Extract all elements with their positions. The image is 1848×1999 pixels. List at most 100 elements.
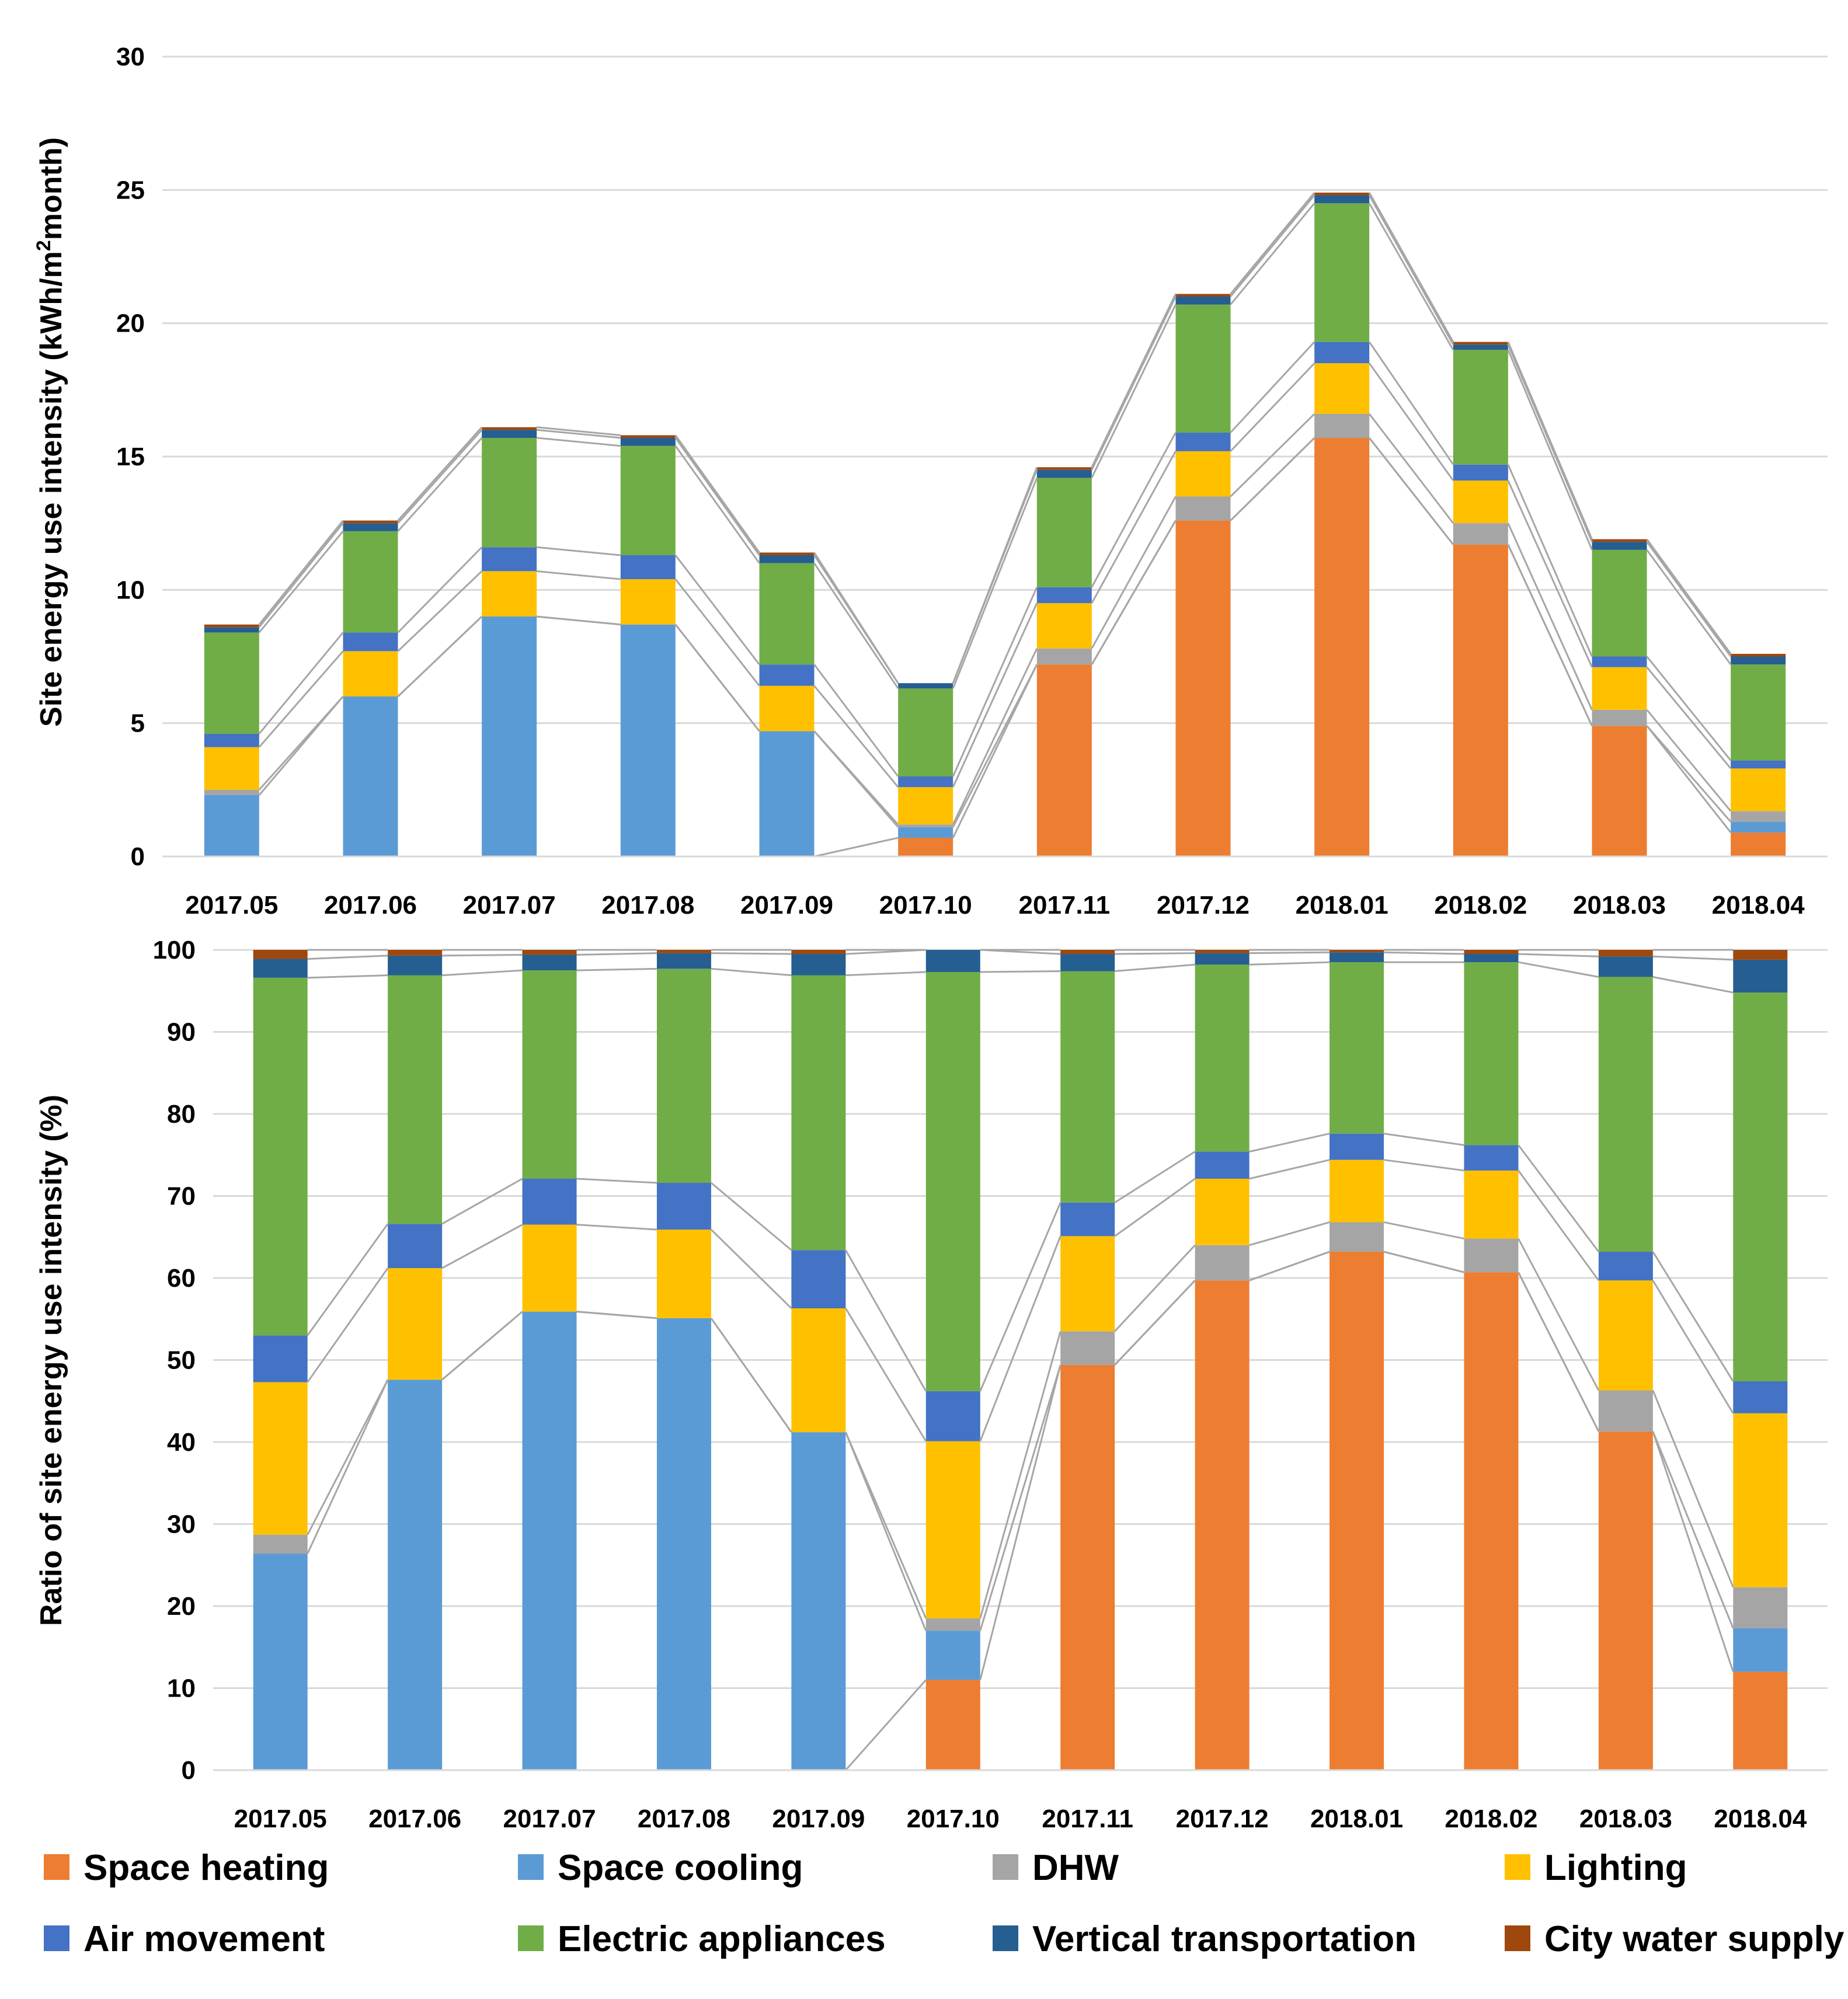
bottom-series-line-electric-appliances bbox=[845, 971, 926, 977]
bottom-x-tick-label: 2017.10 bbox=[907, 1805, 1000, 1833]
bottom-bar-city-water-supply bbox=[1195, 950, 1250, 953]
bottom-bar-air-movement bbox=[253, 1335, 308, 1382]
bottom-series-line-air-movement bbox=[979, 1202, 1062, 1392]
bottom-bar-lighting bbox=[791, 1308, 846, 1433]
top-series-line-city-water-supply bbox=[397, 426, 483, 521]
bottom-x-tick-label: 2017.08 bbox=[638, 1805, 730, 1833]
bottom-series-line-air-movement bbox=[1518, 1144, 1600, 1252]
top-bar-air-movement bbox=[1592, 656, 1647, 667]
top-series-line-city-water-supply bbox=[1230, 191, 1315, 295]
bottom-bar-lighting bbox=[925, 1441, 980, 1619]
bottom-series-line-vertical-transportation bbox=[1518, 953, 1599, 957]
bottom-series-line-dhw bbox=[441, 1311, 523, 1381]
bottom-series-line-lighting bbox=[1249, 1159, 1330, 1180]
top-bar-city-water-supply bbox=[620, 435, 676, 438]
top-series-line-vertical-transportation bbox=[1507, 344, 1593, 542]
bottom-series-line-air-movement bbox=[576, 1178, 657, 1184]
top-x-tick-label: 2018.04 bbox=[1712, 891, 1805, 920]
top-y-tick-label: 0 bbox=[131, 842, 145, 871]
legend-label-air-movement: Air movement bbox=[83, 1919, 325, 1959]
top-x-tick-label: 2017.09 bbox=[740, 891, 833, 920]
bottom-y-tick-label: 50 bbox=[167, 1346, 196, 1375]
top-series-line-electric-appliances bbox=[1368, 203, 1454, 351]
top-bar-space-cooling bbox=[1731, 821, 1786, 833]
bottom-series-line-vertical-transportation bbox=[307, 955, 388, 960]
top-bar-space-cooling bbox=[204, 795, 259, 856]
bottom-series-line-dhw bbox=[1383, 1221, 1464, 1240]
bottom-y-tick-label: 80 bbox=[167, 1100, 196, 1129]
bottom-bar-air-movement bbox=[656, 1183, 711, 1230]
top-series-line-space-cooling bbox=[1091, 520, 1177, 665]
bottom-series-line-lighting bbox=[845, 1308, 927, 1442]
bottom-series-line-lighting bbox=[1383, 1159, 1464, 1172]
top-bar-electric-appliances bbox=[1175, 304, 1231, 433]
bottom-series-line-electric-appliances bbox=[307, 974, 388, 979]
top-series-line-space-cooling bbox=[1507, 544, 1593, 726]
top-series-line-dhw bbox=[1507, 523, 1593, 711]
bottom-bar-vertical-transportation bbox=[388, 955, 443, 976]
bottom-series-line-lighting bbox=[979, 1235, 1062, 1442]
bottom-series-line-vertical-transportation bbox=[711, 952, 792, 955]
bottom-bar-electric-appliances bbox=[1195, 964, 1250, 1152]
legend-swatch-city-water-supply bbox=[1505, 1925, 1530, 1951]
top-series-line-city-water-supply bbox=[1507, 342, 1593, 540]
bottom-x-tick-label: 2018.01 bbox=[1310, 1805, 1403, 1833]
top-bar-electric-appliances bbox=[1314, 203, 1370, 342]
bottom-series-line-electric-appliances bbox=[711, 967, 792, 977]
top-series-line-lighting bbox=[813, 685, 899, 788]
bottom-bar-space-heating bbox=[1060, 1364, 1115, 1770]
top-series-line-dhw bbox=[952, 648, 1038, 825]
top-series-line-electric-appliances bbox=[674, 445, 760, 564]
top-bar-air-movement bbox=[1731, 760, 1786, 769]
bottom-bar-city-water-supply bbox=[522, 950, 577, 955]
bottom-series-line-space-cooling bbox=[1383, 1251, 1464, 1273]
top-bar-city-water-supply bbox=[1592, 539, 1647, 542]
top-bar-lighting bbox=[204, 747, 259, 790]
bottom-series-line-space-cooling bbox=[1652, 1431, 1734, 1629]
top-bar-air-movement bbox=[1453, 464, 1508, 481]
bottom-series-line-electric-appliances bbox=[1652, 976, 1734, 994]
top-bar-lighting bbox=[1731, 768, 1786, 812]
top-bar-space-heating bbox=[1731, 832, 1786, 856]
bottom-series-line-dhw bbox=[1114, 1244, 1196, 1332]
legend-swatch-air-movement bbox=[44, 1925, 69, 1951]
top-bar-dhw bbox=[1731, 811, 1786, 822]
bottom-bar-dhw bbox=[1195, 1245, 1250, 1281]
top-bar-lighting bbox=[1036, 603, 1092, 649]
bottom-bar-space-heating bbox=[1464, 1272, 1519, 1770]
bottom-bar-electric-appliances bbox=[656, 969, 711, 1183]
bottom-bar-electric-appliances bbox=[253, 977, 308, 1336]
top-series-line-dhw bbox=[258, 695, 344, 790]
bottom-y-tick-label: 40 bbox=[167, 1428, 196, 1457]
bottom-series-line-electric-appliances bbox=[1115, 963, 1195, 973]
bottom-series-line-air-movement bbox=[1383, 1133, 1464, 1146]
top-bar-vertical-transportation bbox=[1036, 469, 1092, 478]
top-bar-space-heating bbox=[1036, 664, 1092, 856]
top-series-line-lighting bbox=[1507, 480, 1593, 668]
bottom-series-line-lighting bbox=[307, 1267, 389, 1383]
top-bar-lighting bbox=[1453, 480, 1508, 524]
bottom-y-tick-label: 0 bbox=[182, 1756, 196, 1785]
bottom-series-line-vertical-transportation bbox=[1249, 951, 1330, 955]
top-series-line-vertical-transportation bbox=[537, 429, 621, 439]
bottom-series-line-dhw bbox=[576, 1311, 657, 1319]
top-series-line-electric-appliances bbox=[258, 530, 344, 633]
top-series-line-air-movement bbox=[674, 555, 760, 666]
top-bar-lighting bbox=[1314, 363, 1370, 414]
bottom-bar-vertical-transportation bbox=[522, 955, 577, 971]
bottom-bar-space-cooling bbox=[253, 1554, 308, 1770]
top-bar-electric-appliances bbox=[620, 445, 676, 555]
bottom-bar-vertical-transportation bbox=[1060, 954, 1115, 971]
bottom-bar-lighting bbox=[522, 1224, 577, 1312]
top-x-tick-label: 2017.11 bbox=[1019, 891, 1111, 920]
top-x-tick-label: 2017.08 bbox=[601, 891, 694, 920]
bottom-y-tick-label: 90 bbox=[167, 1018, 196, 1047]
bottom-series-line-dhw bbox=[710, 1317, 792, 1433]
bottom-bar-city-water-supply bbox=[253, 950, 308, 959]
top-bar-vertical-transportation bbox=[204, 627, 259, 633]
top-series-line-electric-appliances bbox=[537, 437, 621, 447]
top-bar-lighting bbox=[898, 787, 953, 825]
bottom-bar-dhw bbox=[1733, 1587, 1788, 1628]
top-bar-electric-appliances bbox=[204, 632, 259, 734]
top-series-line-space-cooling bbox=[952, 664, 1038, 828]
